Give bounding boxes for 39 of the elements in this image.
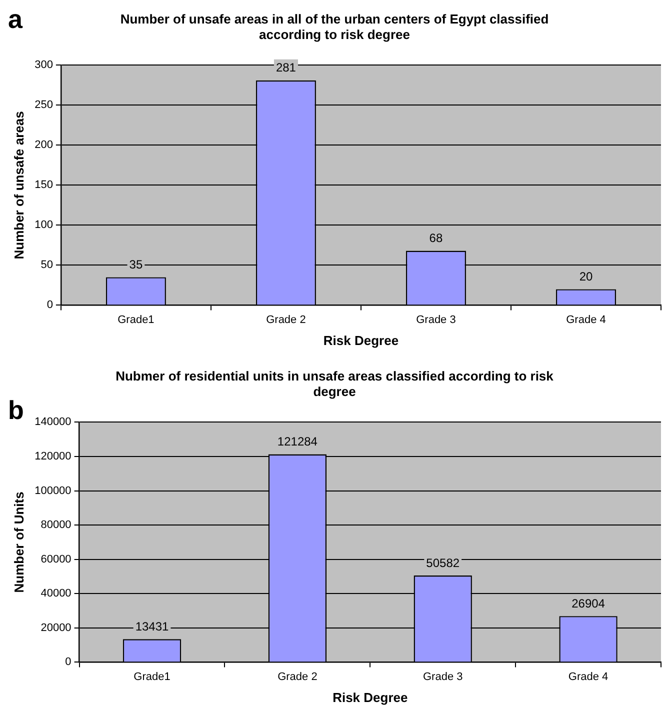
x-tick-label: Grade 3 <box>422 670 463 683</box>
x-axis-title: Risk Degree <box>332 690 408 705</box>
y-tick-label: 140000 <box>34 416 72 428</box>
y-tick-label: 100000 <box>34 484 72 497</box>
y-tick-label: 300 <box>34 59 53 72</box>
data-label: 13431 <box>135 619 170 634</box>
x-tick-label: Grade 3 <box>416 314 456 326</box>
y-tick-label: 120000 <box>34 450 72 463</box>
y-tick-label: 40000 <box>40 588 72 600</box>
y-axis-title: Number of unsafe areas <box>11 111 26 260</box>
x-tick-label: Grade1 <box>134 670 170 683</box>
y-tick-label: 0 <box>65 656 72 668</box>
y-tick-label: 0 <box>46 299 53 312</box>
y-tick-label: 80000 <box>40 519 72 532</box>
data-label: 121284 <box>277 434 318 449</box>
data-label: 50582 <box>426 556 460 570</box>
data-label: 20 <box>579 270 593 284</box>
data-label: 68 <box>429 231 443 246</box>
x-tick-label: Grade 4 <box>568 670 608 683</box>
y-tick-label: 50 <box>40 259 53 272</box>
text: b <box>8 395 24 426</box>
y-tick-label: 250 <box>34 99 53 112</box>
y-tick-label: 150 <box>34 179 53 192</box>
y-tick-label: 60000 <box>40 553 72 566</box>
data-label: 281 <box>276 60 296 75</box>
x-tick-label: Grade 2 <box>266 314 306 326</box>
data-label: 26904 <box>572 596 606 610</box>
x-tick-label: Grade 4 <box>566 314 606 326</box>
y-tick-label: 20000 <box>40 622 72 634</box>
chart-title: Number of unsafe areas in all of the urban centers of Egypt classified according to risk degree <box>120 11 549 42</box>
x-tick-label: Grade 2 <box>278 670 318 683</box>
chart-title: Nubmer of residential units in unsafe areas classified according to risk degree <box>116 368 554 399</box>
y-tick-label: 100 <box>34 219 53 232</box>
y-axis-title: Number of Units <box>11 492 26 593</box>
data-label: 35 <box>129 258 143 272</box>
x-tick-label: Grade1 <box>118 314 154 326</box>
y-tick-label: 200 <box>34 139 53 152</box>
text: a <box>8 4 22 35</box>
x-axis-title: Risk Degree <box>323 332 399 348</box>
